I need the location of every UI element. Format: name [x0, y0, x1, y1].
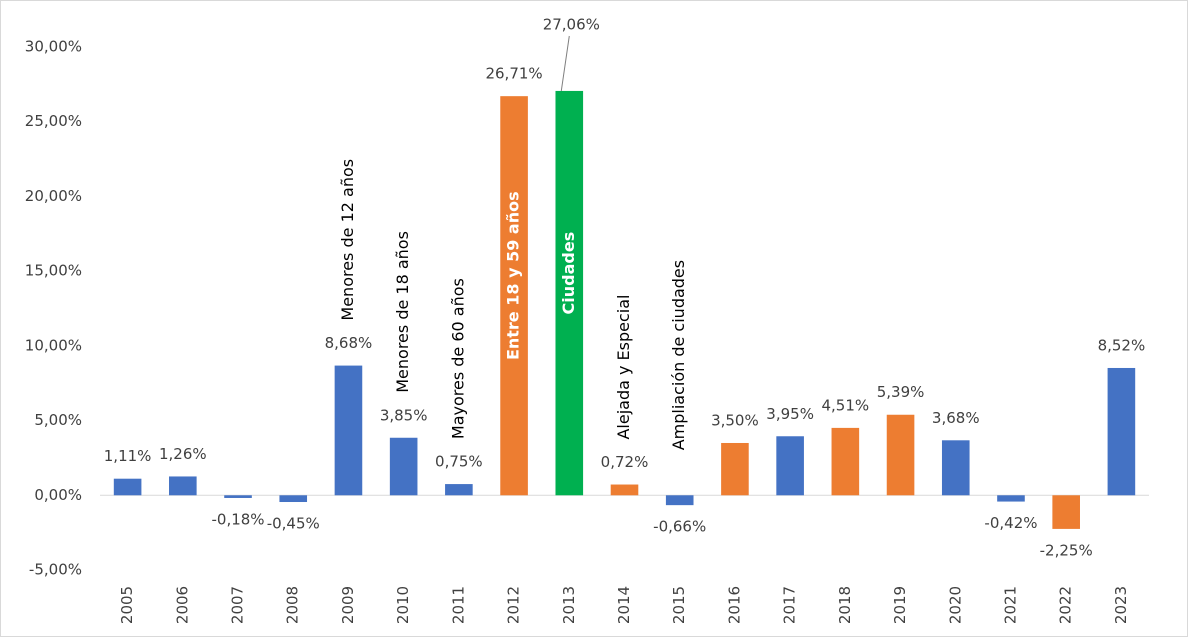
- x-tick-label: 2008: [284, 586, 302, 624]
- y-tick-label: 10,00%: [25, 336, 82, 354]
- value-label: 8,52%: [1098, 336, 1146, 354]
- value-label: 3,50%: [711, 411, 759, 429]
- y-tick-label: 5,00%: [34, 411, 82, 429]
- bar: [831, 427, 860, 496]
- bar: [665, 495, 694, 506]
- x-tick-label: 2007: [229, 586, 247, 624]
- bar: [997, 495, 1025, 502]
- x-tick-label: 2018: [836, 586, 854, 624]
- x-tick-label: 2011: [449, 586, 467, 624]
- bar: [334, 365, 363, 496]
- bar: [610, 484, 639, 496]
- value-label: -0,45%: [267, 515, 320, 533]
- y-tick-label: -5,00%: [29, 561, 82, 579]
- x-tick-label: 2012: [505, 586, 523, 624]
- bar: [721, 442, 749, 496]
- value-label: 4,51%: [822, 396, 870, 414]
- value-label: 0,75%: [435, 453, 483, 471]
- bar: [169, 476, 197, 496]
- bar: [555, 90, 584, 496]
- x-tick-label: 2013: [560, 586, 578, 624]
- bar: [776, 436, 804, 496]
- value-label: 3,95%: [766, 405, 814, 423]
- value-label: 0,72%: [601, 453, 649, 471]
- value-label: -2,25%: [1040, 541, 1093, 559]
- bar: [1052, 495, 1080, 529]
- value-label: 27,06%: [543, 16, 600, 34]
- bar: [1107, 367, 1136, 496]
- x-tick-label: 2019: [891, 586, 909, 624]
- bar-annotation: Menores de 18 años: [393, 231, 412, 393]
- value-label: 3,68%: [932, 409, 980, 427]
- bar: [941, 440, 970, 496]
- bar: [445, 484, 473, 496]
- bar-annotation: Menores de 12 años: [338, 159, 357, 321]
- value-label: -0,42%: [984, 514, 1037, 532]
- value-label: 1,26%: [159, 445, 207, 463]
- value-label: -0,18%: [211, 510, 264, 528]
- bar: [886, 414, 915, 496]
- x-tick-label: 2006: [173, 586, 191, 624]
- value-label: 26,71%: [485, 65, 542, 83]
- x-tick-label: 2023: [1112, 586, 1130, 624]
- x-tick-label: 2009: [339, 586, 357, 624]
- value-label: 1,11%: [104, 447, 152, 465]
- bar-annotation: Mayores de 60 años: [448, 278, 467, 439]
- bar-annotation: Entre 18 y 59 años: [504, 191, 523, 360]
- value-label: -0,66%: [653, 518, 706, 536]
- x-tick-label: 2017: [781, 586, 799, 624]
- x-tick-label: 2014: [615, 586, 633, 624]
- bar-annotation: Ciudades: [559, 232, 578, 315]
- bar: [500, 96, 528, 496]
- x-tick-label: 2015: [670, 586, 688, 624]
- bar: [279, 495, 308, 503]
- bar-annotation: Ampliación de ciudades: [669, 260, 688, 450]
- x-tick-label: 2005: [118, 586, 136, 624]
- leader-line: [560, 35, 570, 92]
- y-tick-label: 25,00%: [25, 112, 82, 130]
- value-label: 8,68%: [325, 334, 373, 352]
- x-tick-label: 2010: [394, 586, 412, 624]
- x-tick-label: 2016: [725, 586, 743, 624]
- x-tick-label: 2021: [1001, 586, 1019, 624]
- y-tick-label: 20,00%: [25, 187, 82, 205]
- value-label: 5,39%: [877, 383, 925, 401]
- bar: [389, 437, 418, 496]
- y-tick-label: 30,00%: [25, 38, 82, 56]
- bar: [113, 478, 142, 496]
- bar: [224, 495, 252, 498]
- y-tick-label: 0,00%: [34, 486, 82, 504]
- value-label: 3,85%: [380, 406, 428, 424]
- bar-annotation: Alejada y Especial: [614, 294, 633, 439]
- x-tick-label: 2022: [1057, 586, 1075, 624]
- y-tick-label: 15,00%: [25, 262, 82, 280]
- x-tick-label: 2020: [946, 586, 964, 624]
